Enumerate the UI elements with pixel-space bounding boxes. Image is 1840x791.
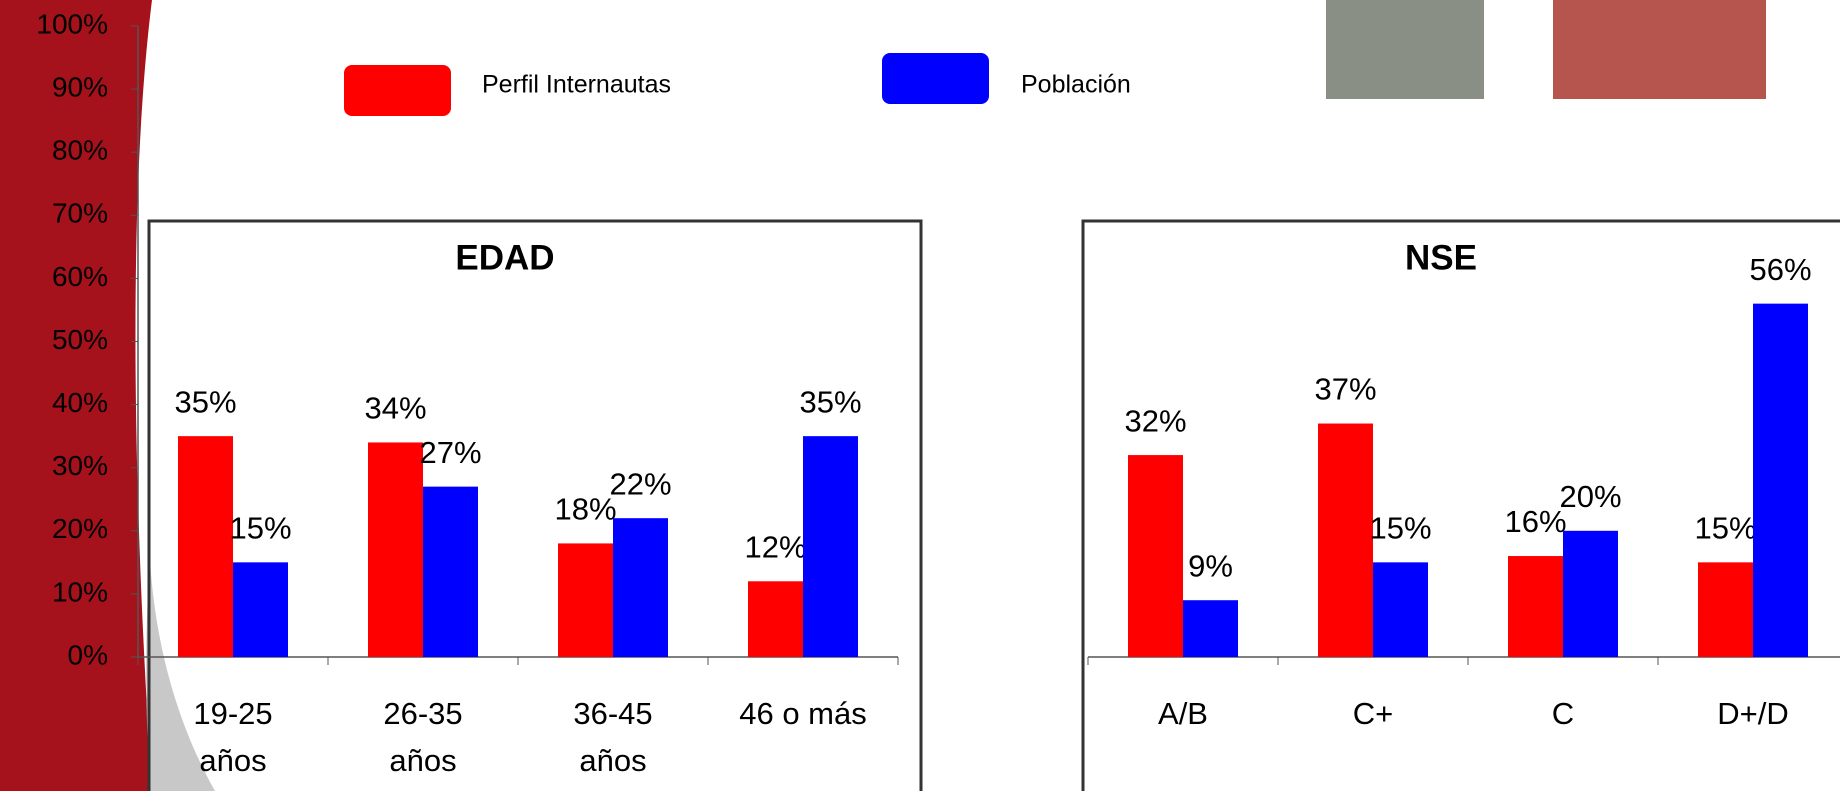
y-tick-label: 60%: [52, 261, 108, 292]
y-tick-label: 30%: [52, 450, 108, 481]
value-label: 15%: [1694, 511, 1756, 546]
bar: [368, 442, 423, 657]
x-tick-label: C: [1470, 690, 1656, 737]
bar: [1563, 531, 1618, 657]
value-label: 18%: [554, 492, 616, 527]
value-label: 9%: [1188, 548, 1233, 583]
value-label: 15%: [229, 511, 291, 546]
bar: [178, 436, 233, 657]
x-tick-label: 36-45 años: [520, 690, 706, 784]
x-tick-label: 26-35 años: [330, 690, 516, 784]
panel-title: NSE: [1405, 238, 1477, 277]
x-tick-label: D+/D: [1660, 690, 1840, 737]
y-tick-label: 50%: [52, 324, 108, 355]
y-tick-label: 40%: [52, 387, 108, 418]
bar: [558, 543, 613, 657]
bar: [1753, 304, 1808, 657]
bar: [1128, 455, 1183, 657]
bar: [613, 518, 668, 657]
bar: [748, 581, 803, 657]
x-tick-label: C+: [1280, 690, 1466, 737]
legend-swatch: [882, 53, 989, 104]
x-tick-label: 46 o más: [710, 690, 896, 737]
value-label: 22%: [609, 466, 671, 501]
bar: [423, 487, 478, 657]
bar: [1698, 562, 1753, 657]
value-label: 15%: [1369, 511, 1431, 546]
value-label: 27%: [419, 435, 481, 470]
bar: [1318, 424, 1373, 657]
x-tick-label: 19-25 años: [140, 690, 326, 784]
y-tick-label: 100%: [36, 8, 108, 39]
value-label: 32%: [1124, 403, 1186, 438]
chart: 0% 10% 20% 30% 40% 50% 60% 70% 80% 90% 100% Perfil …: [0, 0, 1840, 791]
bar: [803, 436, 858, 657]
photo: [1326, 0, 1484, 99]
photo: [1553, 0, 1766, 99]
x-tick-label: A/B: [1090, 690, 1276, 737]
panel-title: EDAD: [455, 238, 554, 277]
bar: [1508, 556, 1563, 657]
bar: [233, 562, 288, 657]
value-label: 37%: [1314, 372, 1376, 407]
y-tick-label: 80%: [52, 135, 108, 166]
legend-swatch: [344, 65, 451, 116]
y-tick-label: 10%: [52, 576, 108, 607]
value-label: 16%: [1504, 504, 1566, 539]
bar: [1373, 562, 1428, 657]
value-label: 35%: [174, 384, 236, 419]
value-label: 34%: [364, 391, 426, 426]
y-tick-label: 70%: [52, 198, 108, 229]
y-tick-label: 0%: [68, 639, 108, 670]
page: 0% 10% 20% 30% 40% 50% 60% 70% 80% 90% 100% Perfil …: [0, 0, 1840, 791]
legend-label: Perfil Internautas: [482, 71, 671, 99]
bar: [1183, 600, 1238, 657]
y-tick-label: 20%: [52, 513, 108, 544]
value-label: 56%: [1749, 252, 1811, 287]
y-tick-label: 90%: [52, 71, 108, 102]
legend-label: Población: [1021, 71, 1131, 99]
value-label: 12%: [744, 529, 806, 564]
value-label: 35%: [799, 384, 861, 419]
value-label: 20%: [1559, 479, 1621, 514]
